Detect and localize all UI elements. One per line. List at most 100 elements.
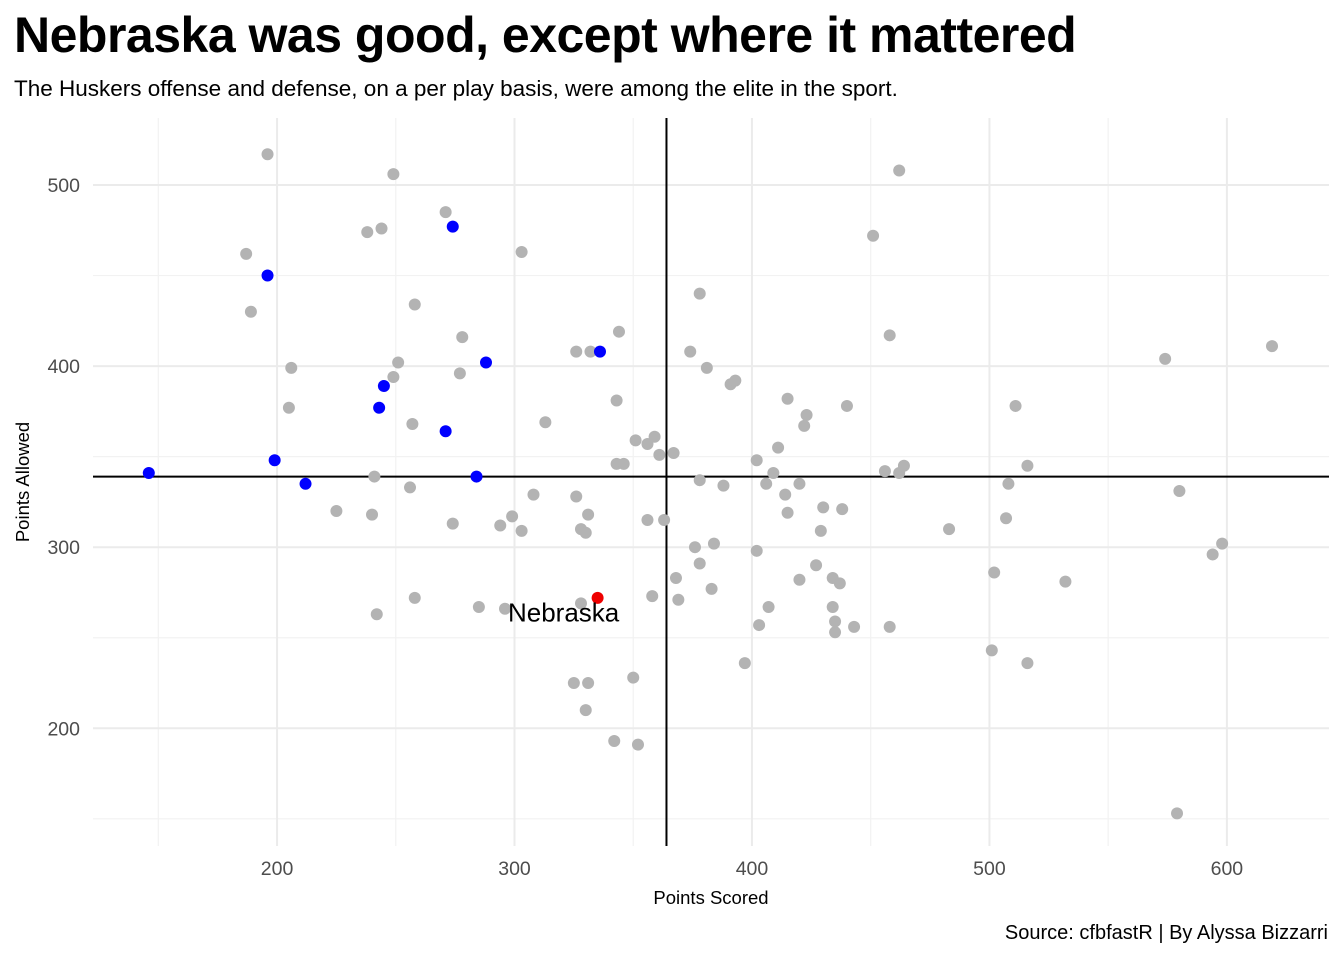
nebraska-annotation: Nebraska bbox=[508, 597, 620, 627]
other-team-point bbox=[404, 481, 417, 494]
x-tick-label-600: 600 bbox=[1211, 858, 1244, 880]
other-team-point bbox=[515, 246, 528, 259]
highlight-team-point bbox=[377, 380, 390, 393]
other-team-point bbox=[688, 541, 701, 554]
other-team-point bbox=[617, 457, 630, 470]
other-team-point bbox=[672, 593, 685, 606]
other-team-point bbox=[406, 418, 419, 431]
other-team-point bbox=[387, 168, 400, 181]
highlight-team-point bbox=[480, 356, 493, 369]
other-team-point bbox=[800, 408, 813, 421]
other-team-point bbox=[244, 305, 257, 318]
other-team-point bbox=[456, 331, 469, 344]
other-team-point bbox=[848, 620, 861, 633]
other-team-point bbox=[867, 229, 880, 242]
other-team-point bbox=[472, 600, 485, 613]
other-team-point bbox=[810, 559, 823, 572]
other-team-point bbox=[439, 206, 452, 219]
reference-lines bbox=[93, 118, 1329, 846]
other-team-point bbox=[579, 704, 592, 717]
other-team-point bbox=[897, 459, 910, 472]
other-team-point bbox=[366, 508, 379, 521]
other-team-point bbox=[829, 626, 842, 639]
x-axis-title: Points Scored bbox=[653, 887, 768, 908]
other-team-point bbox=[368, 470, 381, 483]
other-team-point bbox=[717, 479, 730, 492]
other-team-point bbox=[883, 329, 896, 342]
other-team-point bbox=[285, 361, 298, 374]
x-tick-label-400: 400 bbox=[736, 858, 769, 880]
other-team-point bbox=[700, 361, 713, 374]
other-team-point bbox=[1021, 657, 1034, 670]
other-team-point bbox=[883, 620, 896, 633]
other-team-point bbox=[653, 448, 666, 461]
other-team-point bbox=[506, 510, 519, 523]
other-team-point bbox=[387, 370, 400, 383]
other-team-point bbox=[375, 222, 388, 235]
other-team-point bbox=[370, 608, 383, 621]
other-team-point bbox=[793, 477, 806, 490]
other-team-point bbox=[738, 657, 751, 670]
other-team-point bbox=[494, 519, 507, 532]
other-team-point bbox=[408, 298, 421, 311]
other-team-point bbox=[330, 504, 343, 517]
other-team-point bbox=[261, 148, 274, 161]
other-team-point bbox=[582, 677, 595, 690]
other-team-point bbox=[1173, 485, 1186, 498]
x-axis-tick-labels: 200 300 400 500 600 bbox=[261, 858, 1244, 880]
other-team-point bbox=[282, 401, 295, 414]
other-team-point bbox=[781, 392, 794, 405]
other-team-point bbox=[570, 345, 583, 358]
other-team-point bbox=[658, 514, 671, 527]
other-team-point bbox=[829, 615, 842, 628]
other-team-point bbox=[833, 577, 846, 590]
y-tick-label-400: 400 bbox=[47, 356, 80, 378]
other-team-point bbox=[1000, 512, 1013, 525]
other-team-point bbox=[610, 394, 623, 407]
other-team-point bbox=[693, 474, 706, 487]
other-team-point bbox=[582, 508, 595, 521]
other-team-point bbox=[631, 738, 644, 751]
other-team-point bbox=[684, 345, 697, 358]
other-team-point bbox=[760, 477, 773, 490]
other-team-point bbox=[943, 523, 956, 536]
other-team-point bbox=[826, 600, 839, 613]
other-team-point bbox=[1059, 575, 1072, 588]
other-team-point bbox=[840, 399, 853, 412]
x-tick-label-300: 300 bbox=[498, 858, 531, 880]
other-team-point bbox=[762, 600, 775, 613]
other-team-point bbox=[1206, 548, 1219, 561]
other-team-point bbox=[1021, 459, 1034, 472]
other-team-point bbox=[705, 582, 718, 595]
other-team-point bbox=[753, 619, 766, 632]
other-team-point bbox=[836, 503, 849, 516]
other-team-point bbox=[515, 524, 528, 537]
other-team-point bbox=[499, 602, 511, 615]
other-team-point bbox=[817, 501, 830, 514]
other-team-point bbox=[579, 526, 592, 539]
other-team-point bbox=[707, 537, 720, 550]
y-tick-label-200: 200 bbox=[47, 718, 80, 740]
other-team-point bbox=[985, 644, 998, 657]
major-gridlines bbox=[93, 118, 1329, 846]
other-team-point bbox=[693, 287, 706, 300]
highlight-team-point bbox=[446, 220, 459, 233]
other-team-point bbox=[408, 591, 421, 604]
other-team-point bbox=[627, 671, 640, 684]
source-caption: Source: cfbfastR | By Alyssa Bizzarri bbox=[1004, 922, 1328, 944]
y-axis-title: Points Allowed bbox=[12, 422, 33, 542]
highlight-team-point bbox=[373, 401, 386, 414]
highlight-team-point bbox=[299, 477, 312, 490]
other-team-point bbox=[772, 441, 785, 454]
other-team-point bbox=[878, 465, 891, 478]
other-team-point bbox=[750, 544, 763, 557]
other-team-point bbox=[446, 517, 459, 530]
other-team-point bbox=[693, 557, 706, 570]
other-team-point bbox=[781, 506, 794, 519]
other-team-point bbox=[648, 430, 661, 443]
highlight-team-point bbox=[142, 466, 155, 479]
other-team-point bbox=[570, 490, 583, 503]
nebraska-point bbox=[591, 591, 604, 604]
highlight-team-point bbox=[439, 425, 452, 438]
